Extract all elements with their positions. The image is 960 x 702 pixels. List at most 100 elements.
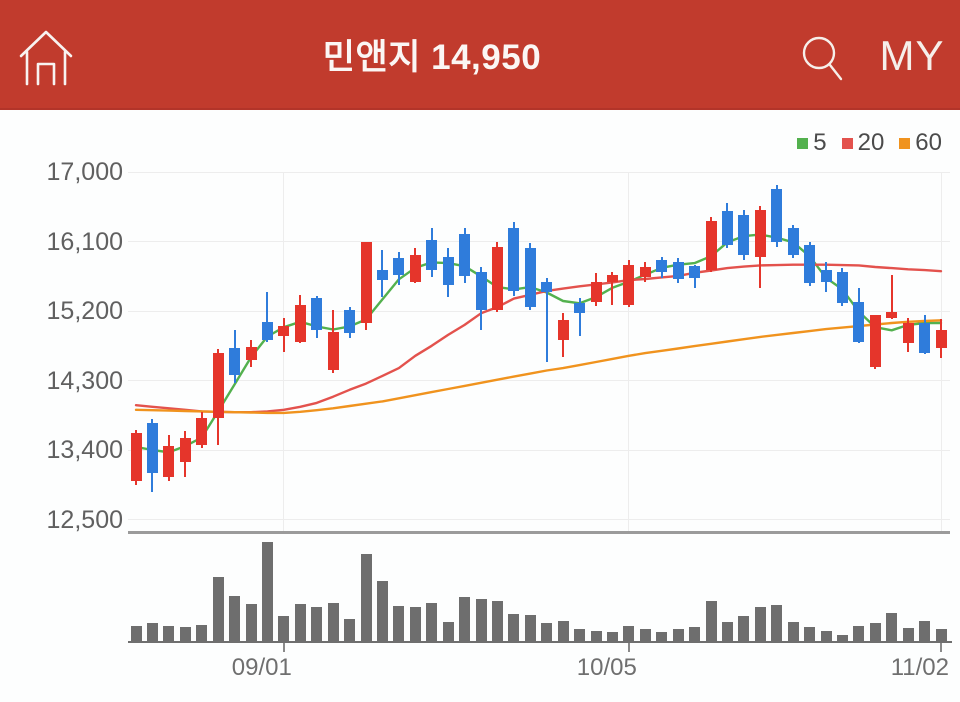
volume-bar [327,603,339,641]
candle-body [557,320,569,341]
home-button[interactable] [10,18,82,96]
volume-bar [590,631,602,641]
candle-body [606,274,618,282]
candle-wick [167,434,170,481]
volume-bar [836,635,848,641]
candle-body [196,417,208,446]
candle-wick [250,339,252,368]
candle-body [409,254,421,282]
candle-body [524,247,536,308]
x-axis-label: 09/01 [231,654,292,681]
volume-bar [393,606,405,641]
y-grid-line [128,171,950,173]
candle-wick [135,429,137,485]
y-grid-line [128,241,950,242]
candle-body [360,242,372,324]
x-grid-line [628,172,630,531]
volume-bar [278,616,290,641]
candle-wick [512,222,515,296]
volume-bar [179,627,191,641]
x-grid-line [283,172,285,531]
candle-wick [627,260,630,308]
volume-bar [639,629,651,641]
candle-wick [332,310,335,373]
candle-wick [233,330,236,383]
volume-bar [787,622,799,641]
app-header: 민앤지 14,950 MY [0,0,960,110]
candle-wick [857,287,860,344]
candle-body [639,266,651,277]
candle-wick [923,314,926,355]
candle-body [689,266,701,278]
candle-wick [545,277,548,362]
candle-wick [282,317,285,352]
candle-body [754,209,766,257]
volume-bar [491,601,503,641]
volume-bar [557,621,569,641]
candle-body [590,282,602,302]
x-axis-label: 11/02 [890,654,949,681]
candle-body [574,302,586,313]
chart-separator [128,531,950,534]
candle-wick [348,307,351,338]
chart-legend: 5 20 60 [797,129,942,157]
candle-body [491,246,503,311]
page-title: 민앤지 14,950 [322,37,542,77]
candle-body [311,297,323,330]
candle-body [853,301,865,342]
candle-body [820,270,832,282]
search-icon [802,36,843,81]
candle-wick [841,267,844,307]
candle-wick [365,241,367,331]
candle-body [294,304,306,342]
candle-wick [381,249,384,298]
volume-bar [229,596,241,641]
candle-body [836,271,848,304]
candle-body [459,233,471,277]
volume-bar [261,542,273,641]
candle-body [278,326,290,337]
my-menu-button[interactable]: MY [879,32,945,79]
candle-body [623,265,635,305]
volume-bar [163,626,175,641]
candle-wick [447,247,450,298]
volume-bar [294,604,306,641]
candle-body [902,322,914,343]
candle-body [886,311,898,318]
candle-wick [660,256,663,278]
candle-wick [759,205,762,288]
search-button[interactable] [796,32,848,88]
candle-wick [940,319,942,359]
volume-baseline [128,641,952,643]
candle-body [672,261,684,280]
ma60-line [134,319,943,415]
legend-label: 20 [857,129,885,156]
candle-body [804,244,816,284]
volume-bar [442,622,454,641]
candle-body [229,348,241,376]
y-axis-label: 14,300 [46,366,123,395]
candle-body [721,211,733,245]
candle-body [163,446,175,477]
ma60-swatch [899,137,911,149]
volume-bar [738,616,750,641]
ma5-line [134,233,943,454]
candle-wick [742,209,745,261]
legend-item-ma5: 5 [797,129,827,157]
volume-bar [409,607,421,641]
volume-bar [459,597,471,641]
volume-bar [919,621,931,641]
candle-wick [890,275,893,320]
volume-bar [672,629,684,641]
legend-item-ma20: 20 [841,129,885,157]
candle-body [261,321,273,341]
candle-body [508,227,520,291]
volume-bar [311,607,323,641]
volume-bar [212,577,224,641]
y-grid-line [128,380,950,381]
legend-label: 60 [915,129,942,156]
volume-bar [771,605,783,641]
candle-wick [496,242,499,312]
volume-bar [804,627,816,641]
candle-wick [414,247,417,284]
